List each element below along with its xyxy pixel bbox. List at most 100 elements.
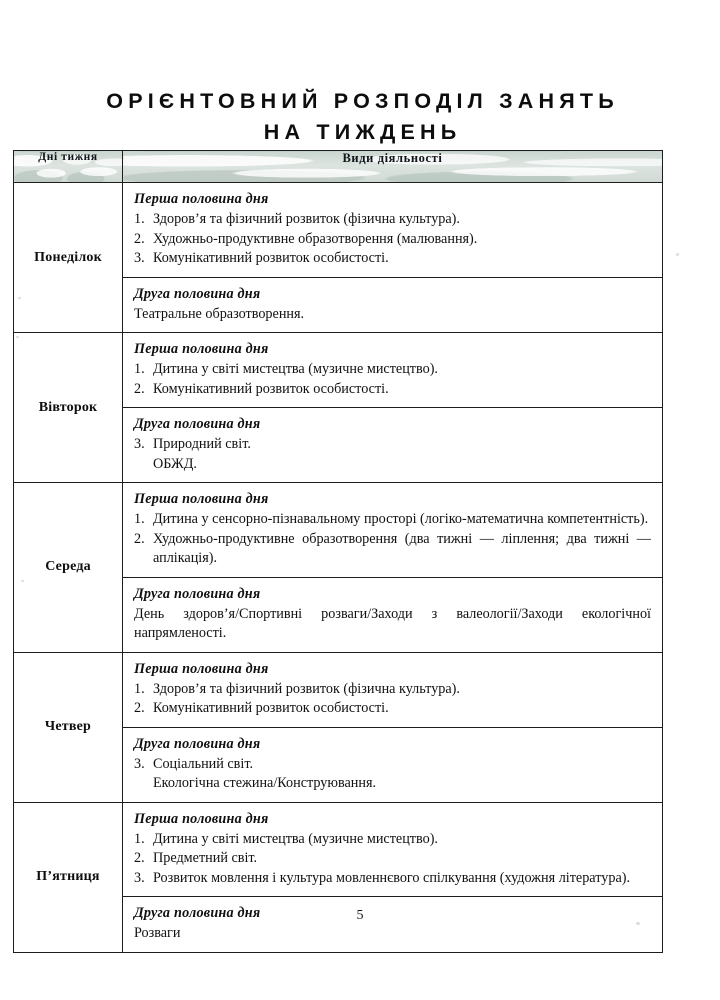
table-header-row: Дні тижня Види діяльності xyxy=(13,150,663,183)
activity-item-text: День здоров’я/Спортивні розваги/Заходи з… xyxy=(134,605,651,642)
activity-item: 1. Здоров’я та фізичний розвиток (фізична… xyxy=(134,680,651,700)
table-row: Понеділок Перша половина дня 1. Здоров’я та… xyxy=(13,182,663,333)
activities-cell: Перша половина дня 1. Здоров’я та фізичний… xyxy=(122,182,663,333)
activity-item-text: Комунікативний розвиток особистості. xyxy=(153,250,389,266)
activity-item-number: 1. xyxy=(134,211,145,227)
activity-list: 1. Дитина у сенсорно-пізнавальному просто… xyxy=(134,510,651,569)
first-half-block: Перша половина дня 1. Дитина у світі мисте… xyxy=(123,803,662,897)
table-row: П’ятниця Перша половина дня 1. Дитина у сві… xyxy=(13,801,663,953)
activity-item: Екологічна стежина/Конструювання. xyxy=(134,774,651,794)
activity-item: 1. Дитина у світі мистецтва (музичне мист… xyxy=(134,360,651,380)
first-half-block: Перша половина дня 1. Здоров’я та фізичний… xyxy=(123,183,662,278)
activity-item-number: 2. xyxy=(134,380,145,397)
activity-item-text: Художньо-продуктивне образотворення (два… xyxy=(153,530,651,567)
activity-item-text: Розвиток мовлення і культура мовленнєвог… xyxy=(153,869,631,886)
activity-item-text: ОБЖД. xyxy=(153,455,197,472)
half-title: Друга половина дня xyxy=(134,585,261,602)
activity-item-number: 3. xyxy=(134,250,145,266)
activity-item-number: 1. xyxy=(134,361,145,377)
activities-cell: Перша половина дня 1. Дитина у світі мисте… xyxy=(122,801,663,953)
table-body: Понеділок Перша половина дня 1. Здоров’я та… xyxy=(13,182,663,953)
activities-cell: Перша половина дня 1. Дитина у сенсорно-пі… xyxy=(122,482,663,653)
day-name-cell: Четвер xyxy=(13,651,123,803)
table-header: Дні тижня Види діяльності xyxy=(13,150,663,183)
activity-item-text: Художньо-продуктивне образотворення (мал… xyxy=(153,230,478,247)
activity-item-number: 3. xyxy=(134,869,145,886)
activities-cell: Перша половина дня 1. Дитина у світі мисте… xyxy=(122,332,663,483)
activity-item-text: Комунікативний розвиток особистості. xyxy=(153,700,389,716)
activity-list: 3. Природний світ. ОБЖД. xyxy=(134,435,651,474)
activity-item-number: 1. xyxy=(134,511,145,527)
first-half-block: Перша половина дня 1. Здоров’я та фізичний… xyxy=(123,653,662,728)
second-half-block: Друга половина дня 3. Соціальний світ. Екол… xyxy=(123,728,662,802)
half-title: Друга половина дня xyxy=(134,735,261,752)
half-title: Перша половина дня xyxy=(134,191,269,207)
activity-item: 1. Дитина у світі мистецтва (музичне мист… xyxy=(134,830,651,850)
activity-item: 3. Розвиток мовлення і культура мовленнєв… xyxy=(134,869,651,889)
activity-item: 2. Художньо-продуктивне образотворення (д… xyxy=(134,530,651,569)
activity-list: 1. Дитина у світі мистецтва (музичне мист… xyxy=(134,830,651,889)
activity-list: Театральне образотворення. xyxy=(134,305,651,325)
weekly-schedule-table: Дні тижня Види діяльності Понеділок Перша… xyxy=(13,150,663,953)
page-title-line-2: НА ТИЖДЕНЬ xyxy=(263,120,462,145)
activity-item-text: Предметний світ. xyxy=(153,850,258,866)
activity-item-number: 2. xyxy=(134,230,145,247)
second-half-block: Друга половина дня День здоров’я/Спортивн… xyxy=(123,578,662,652)
page-number: 5 xyxy=(356,908,364,923)
half-title: Друга половина дня xyxy=(134,285,261,302)
activity-item: 1. Дитина у сенсорно-пізнавальному просто… xyxy=(134,510,651,530)
activity-list: 1. Здоров’я та фізичний розвиток (фізична… xyxy=(134,680,651,719)
activity-item-text: Природний світ. xyxy=(153,436,251,452)
day-name-cell: П’ятниця xyxy=(13,801,123,953)
activities-cell: Перша половина дня 1. Здоров’я та фізичний… xyxy=(122,651,663,803)
first-half-block: Перша половина дня 1. Дитина у сенсорно-пі… xyxy=(123,483,662,578)
activity-list: Розваги xyxy=(134,924,651,944)
second-half-block: Друга половина дня 3. Природний світ. ОБЖД. xyxy=(123,408,662,482)
column-header-activities: Види діяльності xyxy=(122,150,663,183)
activity-item-number: 1. xyxy=(134,830,145,847)
first-half-block: Перша половина дня 1. Дитина у світі мисте… xyxy=(123,333,662,408)
second-half-block: Друга половина дня Театральне образотворе… xyxy=(123,278,662,333)
table-row: Вівторок Перша половина дня 1. Дитина у сві… xyxy=(13,332,663,483)
activity-item: 3. Соціальний світ. xyxy=(134,755,651,775)
activity-item: 2. Художньо-продуктивне образотворення (м… xyxy=(134,230,651,250)
activity-item-text: Соціальний світ. xyxy=(153,755,254,772)
activity-item: 1. Здоров’я та фізичний розвиток (фізична… xyxy=(134,210,651,230)
half-title: Друга половина дня xyxy=(134,905,261,921)
table-row: Четвер Перша половина дня 1. Здоров’я та фі… xyxy=(13,651,663,803)
activity-item-number: 3. xyxy=(134,755,145,772)
activity-item-number: 1. xyxy=(134,680,145,697)
activity-item: День здоров’я/Спортивні розваги/Заходи з… xyxy=(134,605,651,644)
activity-item-number: 2. xyxy=(134,850,145,866)
activity-item: 3. Природний світ. xyxy=(134,435,651,455)
half-title: Перша половина дня xyxy=(134,341,269,357)
activity-item-number: 3. xyxy=(134,436,145,452)
activity-item-text: Здоров’я та фізичний розвиток (фізична к… xyxy=(153,680,460,697)
activity-item-text: Дитина у сенсорно-пізнавальному просторі… xyxy=(153,511,649,527)
half-title: Перша половина дня xyxy=(134,491,269,507)
activity-item: Розваги xyxy=(134,924,651,944)
activity-item-number: 2. xyxy=(134,530,145,547)
day-name-cell: Вівторок xyxy=(13,332,123,483)
page-title-line-1: ОРІЄНТОВНИЙ РОЗПОДІЛ ЗАНЯТЬ xyxy=(106,89,619,114)
activity-list: День здоров’я/Спортивні розваги/Заходи з… xyxy=(134,605,651,644)
activity-item-text: Розваги xyxy=(134,925,181,941)
activity-item-number: 2. xyxy=(134,700,145,716)
page-title: ОРІЄНТОВНИЙ РОЗПОДІЛ ЗАНЯТЬ НА ТИЖДЕНЬ xyxy=(0,86,720,148)
activity-item: 3. Комунікативний розвиток особистості. xyxy=(134,249,651,269)
half-title: Друга половина дня xyxy=(134,416,261,432)
column-header-day: Дні тижня xyxy=(13,150,123,183)
activity-item-text: Комунікативний розвиток особистості. xyxy=(153,380,389,397)
activity-item: 2. Предметний світ. xyxy=(134,849,651,869)
activity-item-text: Екологічна стежина/Конструювання. xyxy=(153,775,377,791)
activity-item: Театральне образотворення. xyxy=(134,305,651,325)
day-name-cell: Середа xyxy=(13,482,123,653)
half-title: Перша половина дня xyxy=(134,810,269,827)
half-title: Перша половина дня xyxy=(134,660,269,677)
activity-item-text: Дитина у світі мистецтва (музичне мистец… xyxy=(153,361,438,377)
activity-item: 2. Комунікативний розвиток особистості. xyxy=(134,380,651,400)
activity-list: 1. Здоров’я та фізичний розвиток (фізична… xyxy=(134,210,651,269)
activity-item: ОБЖД. xyxy=(134,455,651,475)
activity-item-text: Дитина у світі мистецтва (музичне мистец… xyxy=(153,830,438,847)
